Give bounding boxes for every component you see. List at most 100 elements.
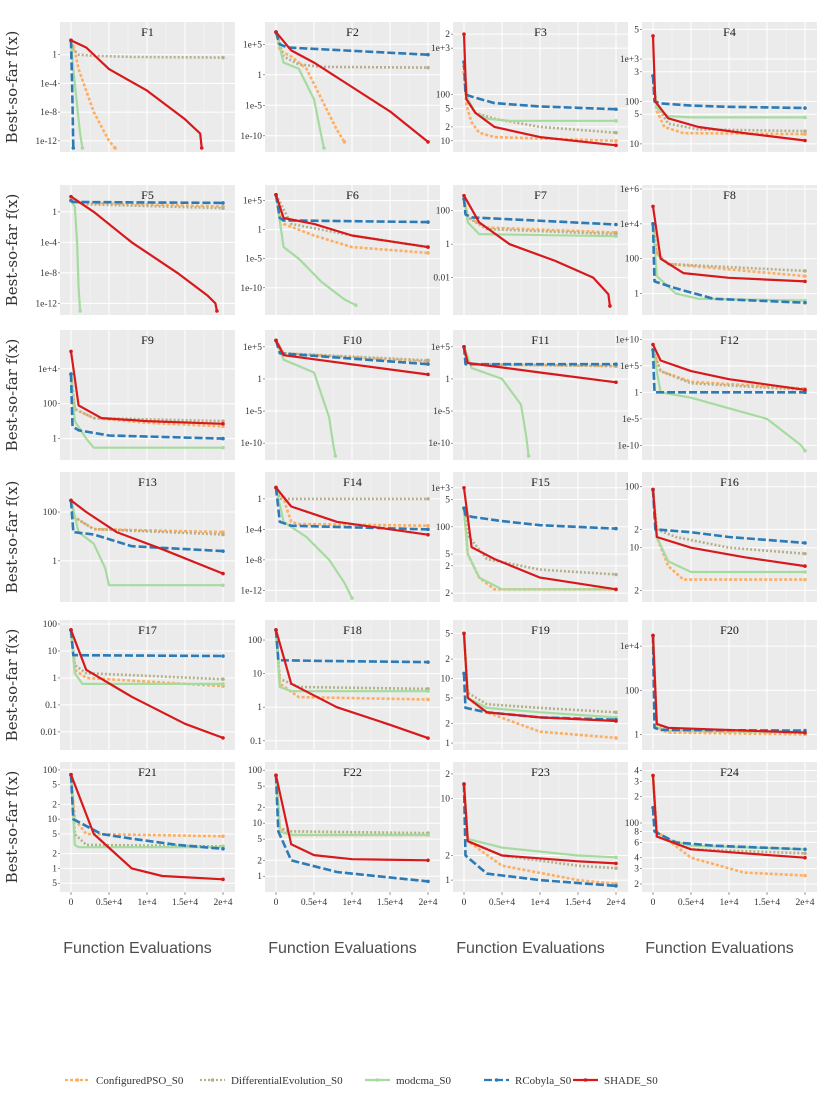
series-point bbox=[274, 193, 278, 197]
series-point bbox=[221, 877, 225, 882]
y-tick-label: 100 bbox=[248, 766, 263, 776]
panel-title: F6 bbox=[346, 188, 359, 202]
y-tick-label: 1e-10 bbox=[617, 441, 639, 451]
series-point bbox=[426, 497, 430, 501]
series-line-shade-s0 bbox=[652, 344, 806, 391]
x-tick-label: 1.5e+4 bbox=[565, 898, 591, 908]
y-tick-label: 10 bbox=[630, 140, 640, 150]
series-line-rcobyla-s0 bbox=[462, 784, 617, 888]
y-tick-label: 2 bbox=[445, 589, 450, 599]
series-point bbox=[221, 419, 225, 423]
panel-title: F20 bbox=[720, 623, 739, 637]
x-tick-label: 2e+4 bbox=[418, 898, 437, 908]
panel-title: F7 bbox=[534, 188, 547, 202]
y-axis-title: Best-so-far f(x) bbox=[3, 339, 21, 452]
series-line-configuredpso-s0 bbox=[274, 486, 429, 527]
series-point bbox=[426, 689, 430, 693]
series-line-configuredpso-s0 bbox=[274, 194, 429, 255]
series-line-modcma-s0 bbox=[70, 200, 82, 312]
series-point bbox=[803, 551, 807, 556]
series-line-shade-s0 bbox=[69, 629, 224, 739]
series-point bbox=[614, 855, 618, 860]
y-tick-label: 1 bbox=[52, 435, 57, 445]
y-tick-label: 5 bbox=[52, 830, 57, 840]
y-tick-label: 1e+3 bbox=[620, 55, 639, 65]
legend-label: RCobyla_S0 bbox=[515, 1075, 572, 1087]
series-line-rcobyla-s0 bbox=[651, 807, 806, 851]
series-point bbox=[614, 362, 618, 366]
y-tick-label: 1e+4 bbox=[620, 642, 639, 652]
y-tick-label: 1 bbox=[257, 872, 262, 882]
legend-item-shade-s0: SHADE_S0 bbox=[573, 1075, 658, 1087]
series-point bbox=[350, 596, 354, 600]
panel-f11: 1e+5 1 1e-5 1e-10 F11 bbox=[428, 330, 628, 460]
series-point bbox=[614, 736, 618, 740]
x-tick-label: 1e+4 bbox=[342, 898, 361, 908]
series-point bbox=[462, 345, 466, 349]
y-tick-label: 3 bbox=[634, 68, 639, 78]
y-tick-label: 5 bbox=[445, 496, 450, 506]
y-tick-label: 100 bbox=[625, 255, 640, 265]
series-point bbox=[215, 309, 219, 313]
y-tick-label: 1e+5 bbox=[243, 197, 262, 207]
panel-title: F14 bbox=[343, 475, 362, 489]
panel-f22: 100 5 2 10 5 2 1 F22 0 0.5e+4 1e+4 1.5e+4 2e+4 bbox=[248, 762, 440, 908]
panel-f5: 1 1e-4 1e-8 1e-12 F5 bbox=[35, 185, 235, 315]
y-tick-label: 1e+5 bbox=[243, 40, 262, 50]
y-tick-label: 4 bbox=[634, 854, 639, 864]
series-point bbox=[614, 380, 618, 385]
y-tick-label: 2 bbox=[52, 850, 57, 860]
series-point bbox=[651, 633, 655, 638]
series-line-shade-s0 bbox=[651, 635, 806, 734]
series-point bbox=[274, 628, 278, 632]
legend: ConfiguredPSO_S0 DifferentialEvolution_S0… bbox=[65, 1075, 658, 1087]
series-point bbox=[803, 115, 807, 120]
series-point bbox=[803, 570, 807, 574]
series-point bbox=[614, 222, 618, 227]
series-line-shade-s0 bbox=[70, 39, 203, 149]
series-point bbox=[426, 362, 430, 366]
series-point bbox=[462, 631, 466, 636]
series-point bbox=[803, 274, 807, 278]
y-tick-label: 1 bbox=[257, 703, 262, 713]
series-point bbox=[221, 834, 225, 839]
series-point bbox=[221, 682, 225, 686]
y-axis-title: Best-so-far f(x) bbox=[3, 481, 21, 594]
series-point bbox=[274, 338, 278, 343]
panel-f4: 5 1e+3 3 100 5 10 F4 bbox=[620, 22, 817, 152]
x-tick-label: 0.5e+4 bbox=[301, 898, 327, 908]
series-point bbox=[342, 140, 347, 144]
series-point bbox=[426, 52, 430, 57]
panel-f3: 2 1e+3 100 5 2 10 F3 bbox=[431, 22, 628, 152]
y-tick-label: 1e-8 bbox=[245, 556, 262, 566]
y-tick-label: 2 bbox=[634, 525, 639, 535]
series-point bbox=[614, 107, 618, 112]
series-point bbox=[651, 342, 655, 347]
y-tick-label: 5 bbox=[634, 110, 639, 120]
y-tick-label: 5 bbox=[257, 835, 262, 845]
series-point bbox=[221, 677, 225, 681]
y-tick-label: 1 bbox=[445, 876, 450, 886]
panel-title: F18 bbox=[343, 623, 362, 637]
y-tick-label: 1e+10 bbox=[615, 335, 639, 345]
y-tick-label: 1 bbox=[52, 674, 57, 684]
series-point bbox=[221, 445, 225, 450]
y-tick-label: 0.01 bbox=[433, 274, 450, 284]
panel-f21: 100 5 2 10 5 2 1 5 F21 0 0.5e+4 1e+4 1.5e+4 2e+4 bbox=[43, 762, 235, 908]
y-tick-label: 3 bbox=[634, 777, 639, 787]
series-point bbox=[221, 424, 225, 429]
series-line-rcobyla-s0 bbox=[69, 774, 224, 851]
y-tick-label: 100 bbox=[248, 636, 263, 646]
x-tick-label: 0 bbox=[69, 898, 74, 908]
legend-marker bbox=[210, 1078, 215, 1082]
series-point bbox=[803, 541, 807, 545]
series-point bbox=[426, 358, 430, 363]
series-point bbox=[426, 220, 430, 224]
series-line-modcma-s0 bbox=[69, 629, 223, 685]
series-point bbox=[426, 660, 430, 664]
series-point bbox=[608, 304, 612, 308]
series-line-modcma-s0 bbox=[69, 374, 223, 449]
y-axis-title: Best-so-far f(x) bbox=[3, 31, 21, 144]
